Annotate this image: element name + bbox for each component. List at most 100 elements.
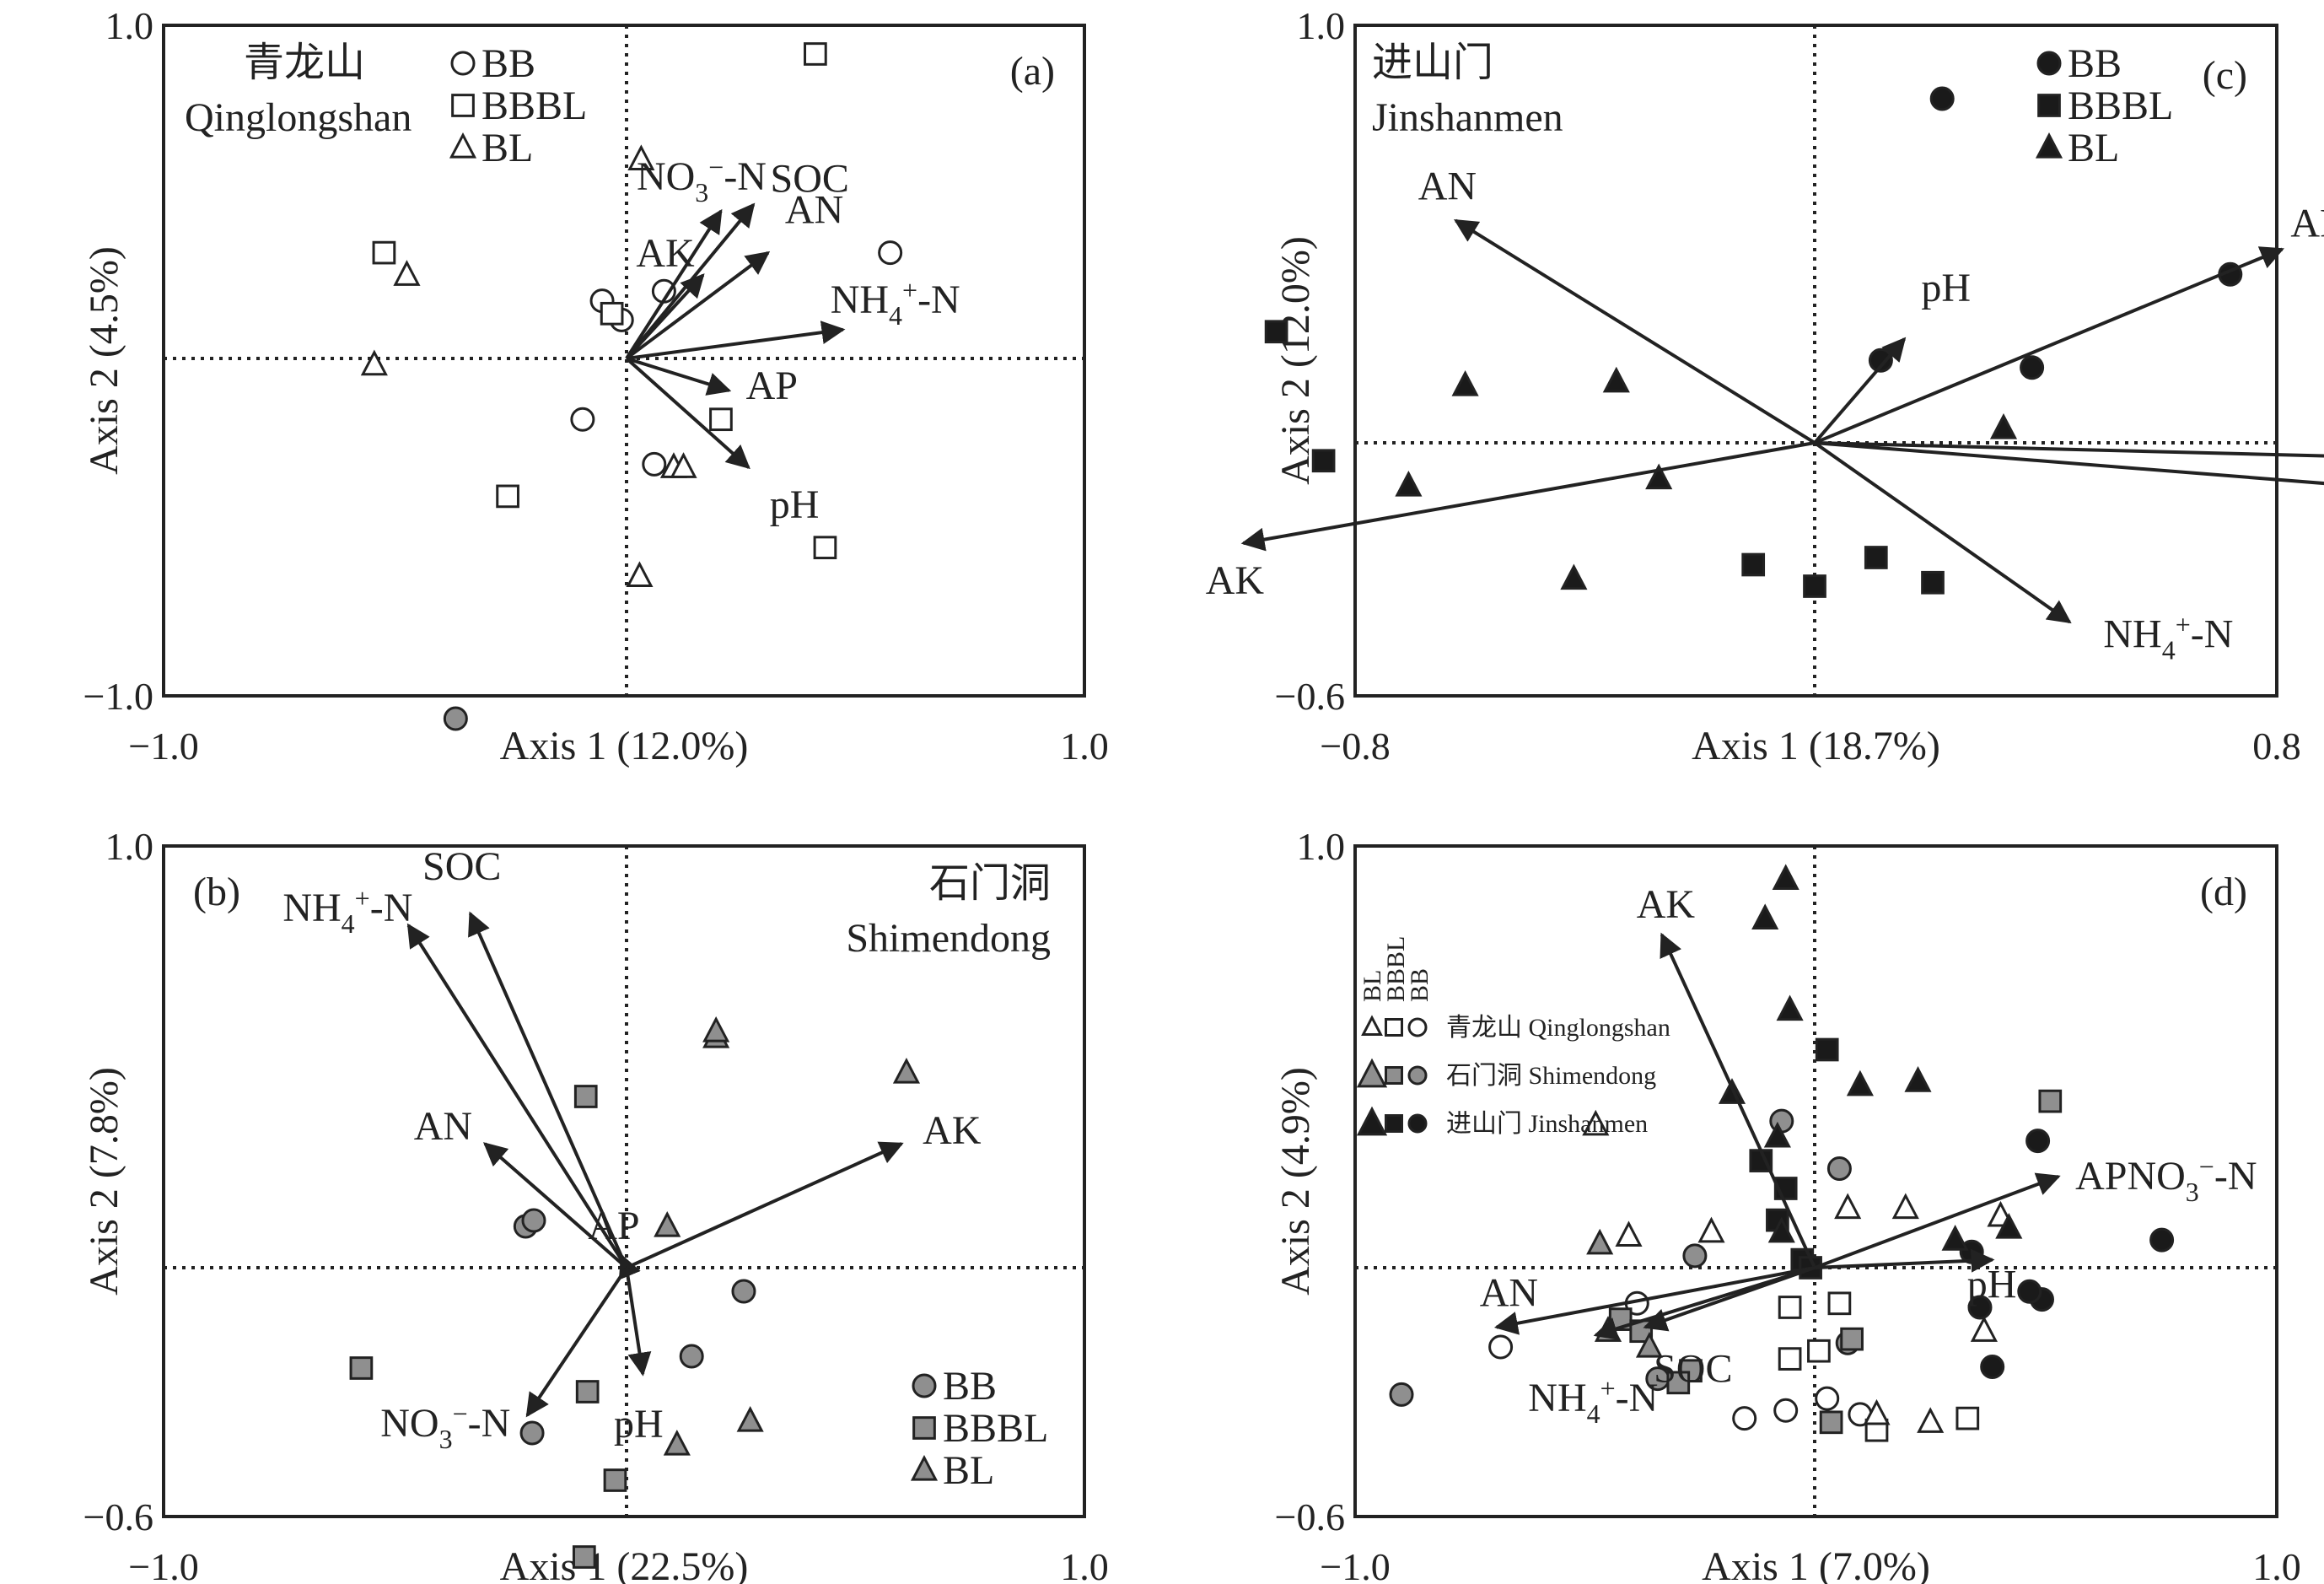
panel-b: 1.0 −0.6 −1.0 1.0 Axis 1 (22.5%) Axis 2 (7.8%… (82, 706, 1109, 1584)
y-tick-label: 1.0 (1297, 825, 1346, 868)
data-point-circle (1389, 1382, 1414, 1407)
vector-label: AP (588, 1204, 639, 1248)
data-point-circle (642, 451, 667, 477)
vector-label: NH4+-N (2103, 610, 2233, 665)
x-tick-label: −1.0 (128, 1545, 198, 1584)
vector-label: NO3−-N (637, 152, 767, 207)
panel-a: 1.0 −1.0 −1.0 1.0 Axis 1 (12.0%) Axis 2 (4.5%… (82, 4, 1109, 768)
data-point-circle (2017, 1279, 2042, 1304)
x-axis-label: Axis 1 (22.5%) (500, 1544, 749, 1584)
data-point-triangle (1586, 1228, 1614, 1255)
site-name-english: Qinglongshan (185, 95, 412, 140)
x-tick-label: −1.0 (128, 725, 198, 768)
data-point-circle (1488, 1334, 1514, 1360)
data-point-circle (519, 1420, 545, 1446)
vector-label: AK (636, 231, 695, 276)
data-point-triangle (1582, 1109, 1610, 1136)
vector-label: AN (414, 1104, 472, 1149)
legend-marker-triangle (449, 132, 477, 159)
vector-arrow (625, 357, 750, 470)
legend-marker-triangle (1361, 1015, 1383, 1037)
site-name-chinese: 进山门 (1372, 40, 1493, 85)
data-point-triangle (1451, 369, 1479, 396)
data-point-triangle (702, 1016, 730, 1043)
legend-marker-circle (1407, 1065, 1428, 1086)
vector-arrow (468, 911, 628, 1269)
data-point-triangle (626, 561, 654, 588)
data-point-circle (2020, 355, 2045, 380)
data-point-square (573, 1085, 598, 1108)
legend-label: BL (943, 1448, 994, 1493)
legend-marker-triangle (1356, 1106, 1388, 1136)
data-point-circle (1967, 1295, 1993, 1320)
legend-label: BB (481, 41, 535, 86)
legend-marker-square (912, 1416, 936, 1440)
y-axis-label: Axis 2 (7.8%) (82, 1067, 126, 1296)
vector-label: AK (923, 1108, 982, 1153)
legend-marker-triangle (2035, 132, 2063, 159)
data-point-square (1840, 1327, 1864, 1351)
legend-label: BL (2068, 126, 2119, 170)
data-point-triangle (1751, 903, 1779, 930)
panel-c: 1.0 −0.6 −0.8 0.8 Axis 1 (18.7%) Axis 2 (12.0… (1206, 4, 2324, 768)
vector-arrow (626, 357, 732, 396)
vector-arrow (1814, 1248, 1995, 1273)
vector-label: APNO3−-N (2075, 1151, 2257, 1207)
data-point-square (1807, 1339, 1831, 1363)
data-point-square (1778, 1296, 1802, 1319)
vector-arrow (1813, 441, 2072, 624)
data-point-circle (443, 706, 468, 731)
data-point-triangle (1635, 1331, 1664, 1358)
data-point-circle (1980, 1355, 2005, 1379)
x-tick-label: 0.8 (2252, 725, 2301, 768)
y-tick-label: 1.0 (105, 825, 154, 868)
vector-arrow (406, 923, 628, 1269)
data-point-circle (521, 1208, 546, 1233)
site-name-chinese: 石门洞 (929, 861, 1051, 906)
data-point-triangle (663, 1429, 691, 1456)
data-point-triangle (1602, 366, 1630, 393)
data-point-square (813, 536, 837, 560)
vector-label: AN (785, 188, 843, 233)
data-point-square (1803, 574, 1826, 598)
vector-label: pH (770, 482, 820, 527)
data-point-square (804, 42, 827, 66)
data-point-circle (731, 1279, 756, 1304)
y-tick-label: 1.0 (105, 4, 154, 47)
data-point-square (1827, 1291, 1852, 1316)
legend-label: BBBL (2068, 84, 2173, 128)
vector-arrow (525, 1266, 628, 1418)
data-point-triangle (892, 1057, 921, 1084)
x-axis-label: Axis 1 (12.0%) (500, 724, 749, 768)
data-point-square (372, 240, 396, 265)
legend-row-label: 青龙山 Qinglongshan (1446, 1014, 1670, 1042)
vector-arrow (625, 208, 723, 360)
data-point-circle (1815, 1386, 1840, 1411)
data-point-square (600, 301, 624, 326)
y-axis-label: Axis 2 (12.0%) (1273, 236, 1318, 485)
legend-marker-circle (912, 1373, 937, 1398)
panel-tag: (d) (2200, 870, 2247, 914)
vector-arrow (1593, 1266, 1816, 1340)
legend-marker-circle (2036, 51, 2062, 76)
data-point-triangle (1645, 463, 1673, 490)
data-point-square (603, 1468, 627, 1492)
vector-arrow (1813, 337, 1907, 444)
vector-arrow (626, 1141, 904, 1269)
vector-arrow (625, 251, 771, 360)
vector-arrow (1660, 932, 1816, 1269)
panel-tag: (c) (2203, 53, 2247, 98)
vector-arrow (1240, 441, 1816, 552)
legend-marker-circle (1407, 1113, 1428, 1134)
vector-arrow (1814, 1172, 2061, 1269)
data-point-triangle (360, 349, 388, 376)
data-point-square (1955, 1406, 1980, 1430)
vector-label: NH4+-N (282, 883, 412, 939)
panel-d: 1.0 −0.6 −1.0 1.0 Axis 1 (7.0%) Axis 2 (4.9%)… (1273, 825, 2301, 1584)
x-tick-label: −0.8 (1320, 725, 1390, 768)
y-tick-label: −0.6 (1275, 1495, 1345, 1538)
plot-frame (162, 24, 1086, 698)
plot-frame (162, 844, 1086, 1518)
vector-label: pH (614, 1402, 664, 1447)
legend-marker-square (451, 94, 475, 117)
